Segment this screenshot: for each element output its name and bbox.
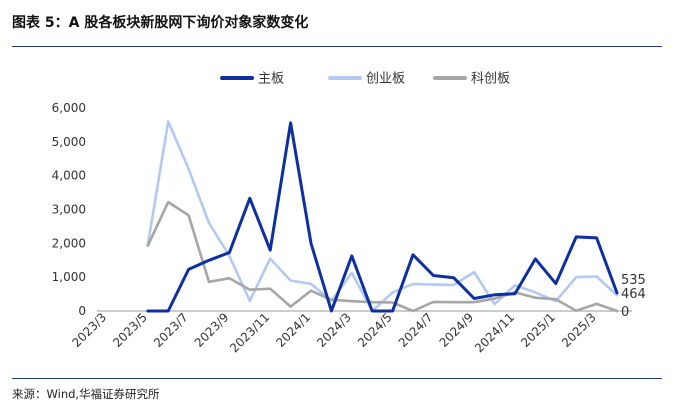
series-lines [146,120,619,313]
x-tick-label: 2025/1 [518,310,558,350]
source-note: 来源：Wind,华福证券研究所 [12,387,160,401]
series-line-chinext [146,120,619,313]
x-tick-label: 2024/1 [273,310,313,350]
x-tick-label: 2023/3 [69,310,109,350]
y-tick-label: 0 [78,304,86,318]
y-tick-label: 5,000 [52,135,86,149]
x-tick-label: 2023/7 [151,310,191,350]
x-tick-label: 2024/9 [437,310,477,350]
x-tick-label: 2024/3 [314,310,354,350]
title-rule [12,46,662,47]
y-axis: 0 1,000 2,000 3,000 4,000 5,000 6,000 [52,101,86,318]
legend: 主板 创业板 科创板 [220,72,510,87]
y-tick-label: 6,000 [52,101,86,115]
legend-label: 主板 [258,72,284,87]
line-chart: 主板 创业板 科创板 0 1,000 2,000 3,000 4,000 5,000 6,000… [52,72,646,356]
x-tick-label: 2024/7 [396,310,436,350]
x-tick-label: 2024/5 [355,310,395,350]
figure-title: 图表 5：A 股各板块新股网下询价对象家数变化 [12,15,309,31]
end-value-label: 535 [621,273,646,288]
y-tick-label: 2,000 [52,236,86,250]
y-tick-label: 1,000 [52,270,86,284]
series-line-star-market [146,200,619,313]
x-tick-label: 2023/11 [227,310,272,355]
source-rule [12,378,662,379]
x-tick-label: 2023/5 [110,310,150,350]
y-tick-label: 3,000 [52,203,86,217]
x-tick-label: 2023/9 [192,310,232,350]
series-line-main-board [146,121,619,313]
legend-label: 创业板 [366,72,405,87]
x-tick-label: 2025/3 [559,310,599,350]
end-value-label: 464 [621,287,646,302]
end-value-label: 0 [621,305,629,320]
y-tick-label: 4,000 [52,169,86,183]
x-tick-label: 2024/11 [472,310,517,355]
legend-label: 科创板 [471,72,510,87]
